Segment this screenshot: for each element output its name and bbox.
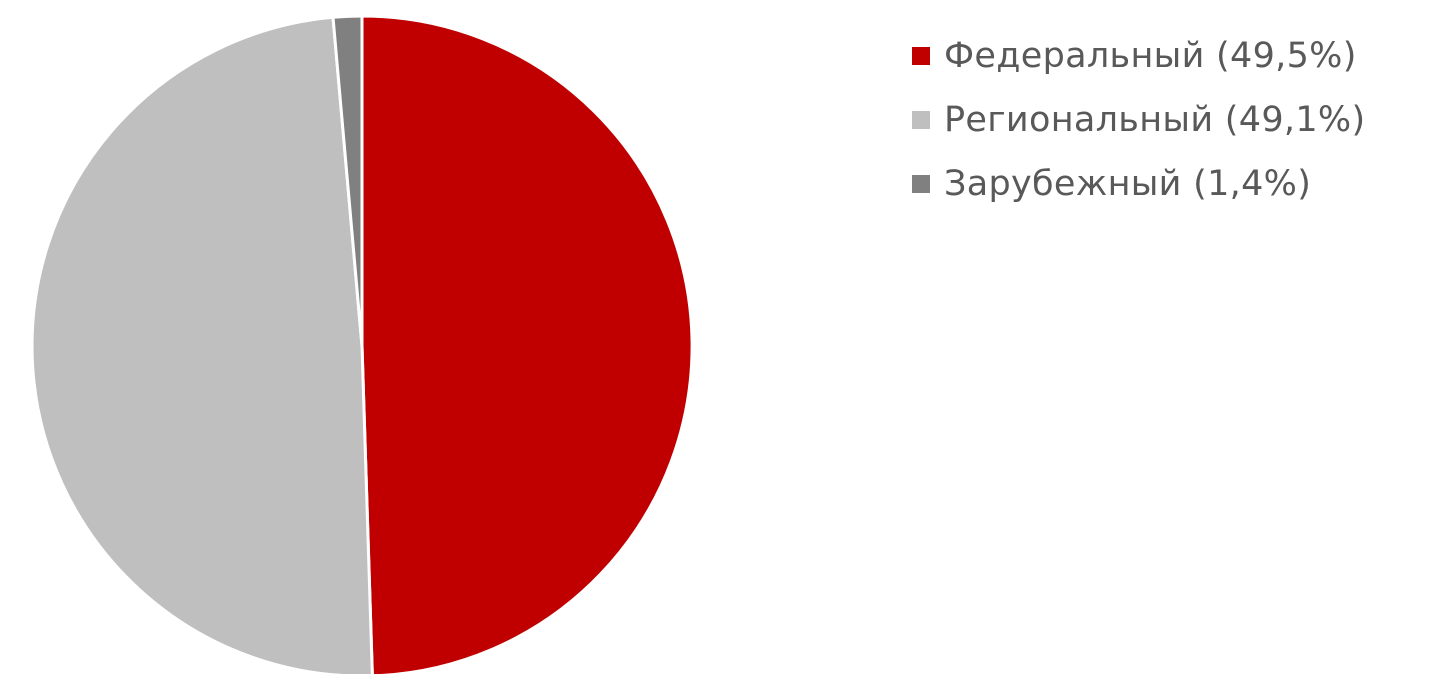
legend-label-regional: Региональный (49,1%) (944, 100, 1366, 140)
legend-swatch-foreign (912, 175, 930, 193)
legend: Федеральный (49,5%) Региональный (49,1%)… (912, 24, 1365, 216)
pie-plot (30, 14, 694, 674)
legend-label-federal: Федеральный (49,5%) (944, 36, 1357, 76)
legend-swatch-regional (912, 111, 930, 129)
legend-label-foreign: Зарубежный (1,4%) (944, 164, 1312, 204)
pie-slice-regional (30, 15, 374, 674)
legend-item-federal: Федеральный (49,5%) (912, 24, 1365, 88)
legend-item-foreign: Зарубежный (1,4%) (912, 152, 1365, 216)
pie-slice-federal (360, 14, 694, 674)
pie-slice-foreign (331, 14, 364, 348)
legend-item-regional: Региональный (49,1%) (912, 88, 1365, 152)
legend-swatch-federal (912, 47, 930, 65)
